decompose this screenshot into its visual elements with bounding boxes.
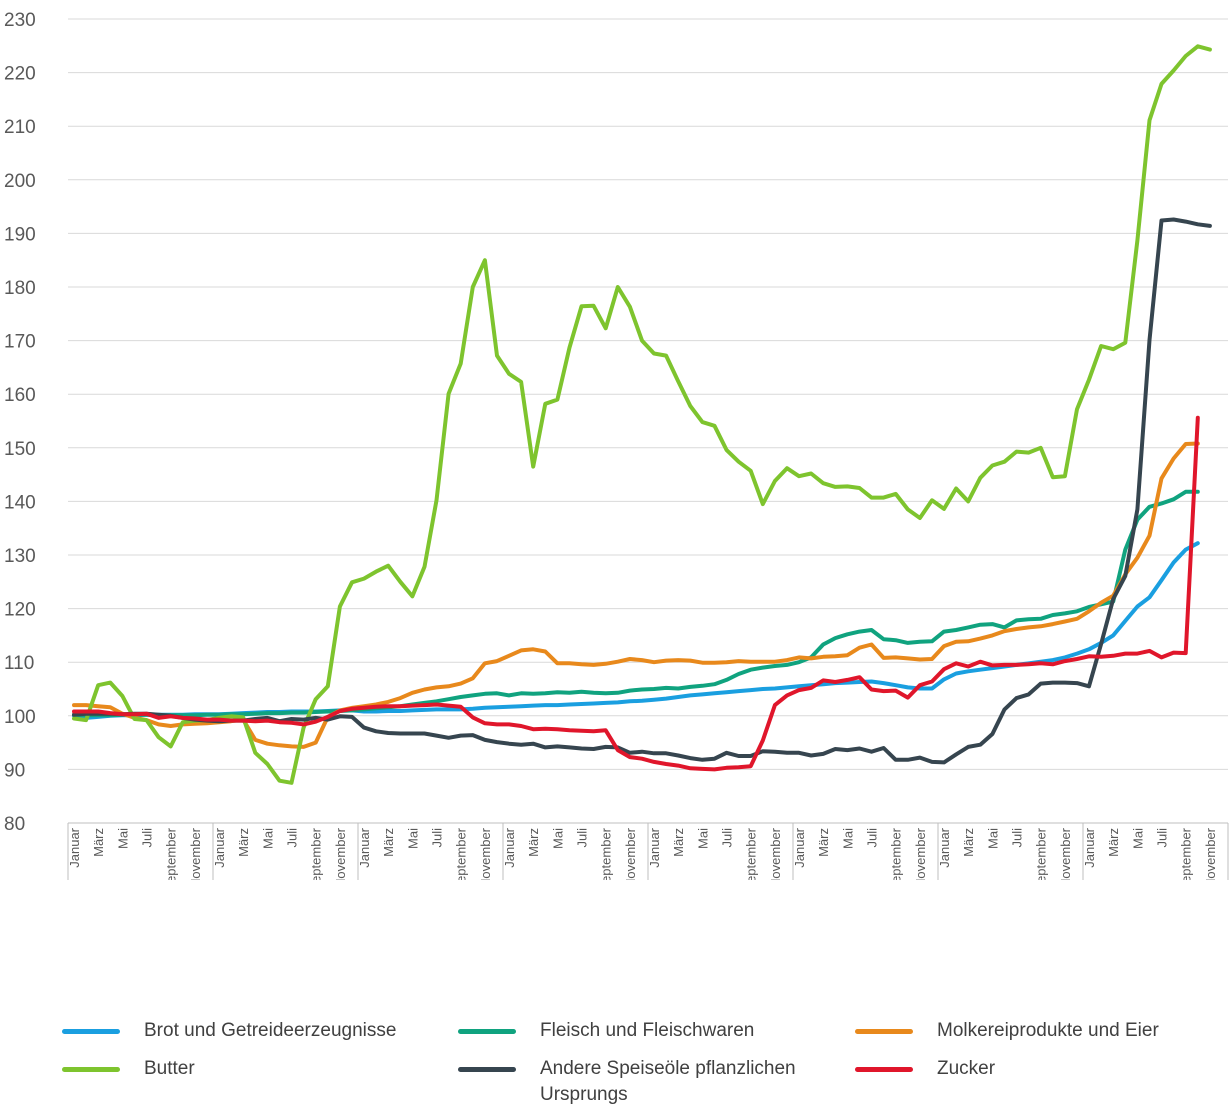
x-month-tick-label: November — [478, 827, 493, 880]
x-month-tick-label: November — [1058, 827, 1073, 880]
x-month-tick-label: November — [623, 827, 638, 880]
x-month-tick-label: Juli — [1155, 828, 1170, 848]
legend-label: Fleisch und Fleischwaren — [540, 1020, 755, 1041]
x-month-tick-label: März — [381, 828, 396, 857]
x-month-tick-label: September — [309, 827, 324, 880]
x-month-tick-label: Mai — [115, 828, 130, 849]
x-month-tick-label: September — [1034, 827, 1049, 880]
x-month-tick-label: Juli — [575, 828, 590, 848]
legend-label: Andere Speiseöle pflanzlichen Ursprungs — [540, 1058, 796, 1105]
y-tick-label: 90 — [4, 760, 25, 781]
gridlines — [68, 18, 1228, 824]
x-month-tick-label: Juli — [1010, 828, 1025, 848]
y-tick-label: 210 — [4, 117, 36, 138]
x-month-tick-label: November — [333, 827, 348, 880]
x-month-tick-label: Januar — [1082, 827, 1097, 867]
legend-label: Butter — [144, 1058, 195, 1079]
y-tick-label: 140 — [4, 492, 36, 513]
series-line-2 — [72, 441, 1200, 749]
legend-swatch — [458, 1029, 516, 1034]
y-axis-tick-labels: 80 90 100 110 120 130 140 150 160 170 180 190 200 210… — [4, 10, 36, 835]
legend-label: Molkereiprodukte und Eier — [937, 1020, 1159, 1041]
x-month-tick-label: Mai — [985, 828, 1000, 849]
x-month-tick-label: September — [1179, 827, 1194, 880]
legend-label: Brot und Getreideerzeugnisse — [144, 1020, 397, 1041]
legend-item-brot: Brot und Getreideerzeugnisse — [62, 1018, 396, 1044]
x-month-tick-label: März — [961, 828, 976, 857]
x-month-tick-label: September — [744, 827, 759, 880]
x-axis: Januar März Mai Juli September November Januar… — [67, 823, 1229, 880]
y-tick-label: 130 — [4, 546, 36, 567]
legend-swatch — [855, 1067, 913, 1072]
x-month-tick-label: Januar — [937, 827, 952, 867]
x-month-tick-label: November — [768, 827, 783, 880]
legend-item-fleisch: Fleisch und Fleischwaren — [458, 1018, 754, 1044]
series-line-4 — [72, 217, 1212, 765]
x-month-tick-label: September — [889, 827, 904, 880]
x-month-tick-label: Juli — [865, 828, 880, 848]
x-month-tick-label: Mai — [1130, 828, 1145, 849]
series-line-3 — [72, 44, 1212, 785]
x-month-tick-label: Juli — [720, 828, 735, 848]
series-line-1 — [72, 489, 1200, 718]
y-tick-label: 160 — [4, 385, 36, 406]
x-month-tick-label: März — [236, 828, 251, 857]
x-month-tick-label: November — [188, 827, 203, 880]
legend-swatch — [458, 1067, 516, 1072]
x-month-tick-label: November — [913, 827, 928, 880]
x-month-tick-label: März — [816, 828, 831, 857]
y-tick-label: 100 — [4, 707, 36, 728]
y-tick-label: 230 — [4, 10, 36, 31]
x-month-tick-label: Juli — [140, 828, 155, 848]
legend-swatch — [62, 1029, 120, 1034]
x-month-tick-label: Januar — [502, 827, 517, 867]
x-month-tick-label: Mai — [260, 828, 275, 849]
x-month-tick-label: März — [526, 828, 541, 857]
x-month-tick-label: Januar — [357, 827, 372, 867]
x-month-tick-label: Mai — [840, 828, 855, 849]
x-month-tick-label: November — [1203, 827, 1218, 880]
y-tick-label: 80 — [4, 814, 25, 835]
legend-swatch — [855, 1029, 913, 1034]
x-month-tick-label: Januar — [792, 827, 807, 867]
x-month-tick-label: Mai — [695, 828, 710, 849]
x-month-tick-label: Mai — [405, 828, 420, 849]
y-tick-label: 170 — [4, 332, 36, 353]
series-lines — [72, 44, 1212, 785]
x-month-tick-label: März — [671, 828, 686, 857]
x-month-tick-label: Juli — [430, 828, 445, 848]
y-tick-label: 120 — [4, 600, 36, 621]
legend-item-molkerei: Molkereiprodukte und Eier — [855, 1018, 1159, 1044]
legend-swatch — [62, 1067, 120, 1072]
y-tick-label: 180 — [4, 278, 36, 299]
legend-item-speiseoele: Andere Speiseöle pflanzlichen Ursprungs — [458, 1056, 838, 1108]
x-month-tick-label: September — [599, 827, 614, 880]
x-month-tick-label: September — [164, 827, 179, 880]
y-tick-label: 110 — [4, 653, 34, 674]
y-tick-label: 220 — [4, 64, 36, 85]
legend-label: Zucker — [937, 1058, 996, 1079]
y-tick-label: 200 — [4, 171, 36, 192]
x-month-tick-label: Januar — [67, 827, 82, 867]
x-month-tick-label: März — [91, 828, 106, 857]
x-month-tick-label: Januar — [647, 827, 662, 867]
x-month-tick-label: Juli — [285, 828, 300, 848]
line-chart: 80 90 100 110 120 130 140 150 160 170 180 190 200 210… — [4, 10, 1229, 880]
y-tick-label: 150 — [4, 439, 36, 460]
series-line-5 — [72, 415, 1200, 772]
x-month-tick-label: September — [454, 827, 469, 880]
x-month-tick-label: Januar — [212, 827, 227, 867]
y-tick-label: 190 — [4, 224, 36, 245]
x-month-tick-label: Mai — [550, 828, 565, 849]
legend-item-butter: Butter — [62, 1056, 195, 1082]
x-month-tick-label: März — [1106, 828, 1121, 857]
legend-item-zucker: Zucker — [855, 1056, 995, 1082]
